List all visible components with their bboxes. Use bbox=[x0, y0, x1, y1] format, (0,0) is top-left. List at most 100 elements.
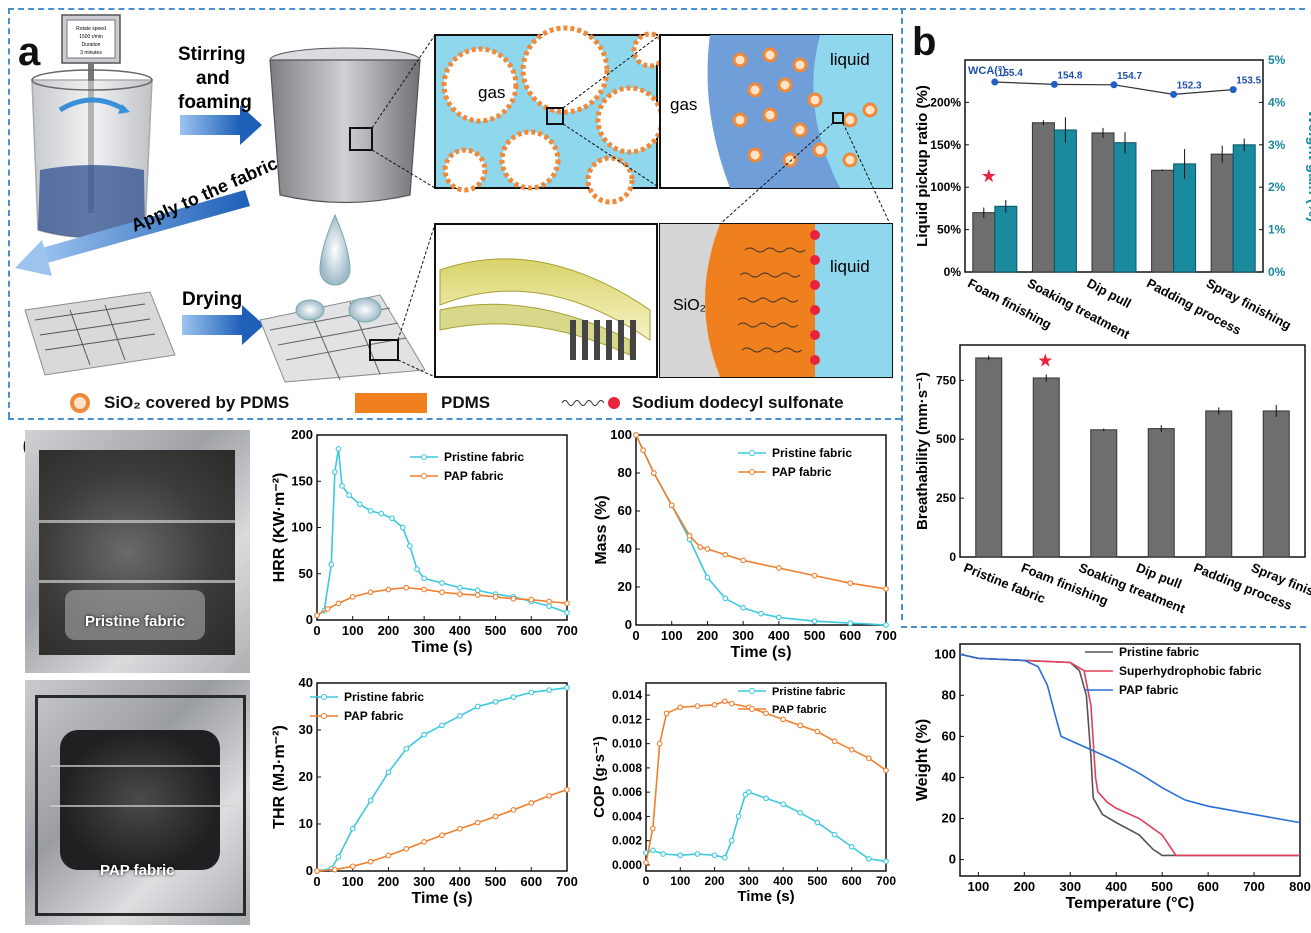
svg-text:1500 r/min: 1500 r/min bbox=[79, 34, 103, 40]
svg-text:gas: gas bbox=[670, 95, 697, 114]
data-point bbox=[564, 600, 570, 607]
y-tick-label: 0.006 bbox=[612, 785, 642, 799]
y-tick-label: 100% bbox=[930, 180, 961, 194]
y-tick-label: 0.008 bbox=[612, 761, 642, 775]
bar-breathability bbox=[975, 357, 1003, 558]
x-tick-label: 700 bbox=[875, 628, 897, 643]
wca-label: 152.3 bbox=[1177, 80, 1202, 91]
bar-liquid-pickup bbox=[1210, 153, 1234, 273]
y-tick-label: 0 bbox=[306, 863, 313, 878]
chart-cop: 0 100 200 300 400 500 600 700 0.000 0.002 0.004 0.0… bbox=[591, 682, 896, 905]
y-tick-label: 20 bbox=[618, 579, 632, 594]
data-point bbox=[847, 620, 854, 626]
y2-tick-label: 3% bbox=[1268, 138, 1286, 152]
x-tick-label: 100 bbox=[661, 628, 683, 643]
y-tick-label: 10 bbox=[299, 816, 313, 831]
x-tick-label: 700 bbox=[556, 874, 578, 889]
foam-cross-section bbox=[434, 25, 669, 205]
data-point bbox=[564, 609, 570, 616]
data-point bbox=[697, 544, 704, 550]
data-point bbox=[776, 614, 782, 621]
data-point bbox=[474, 703, 481, 710]
wca-point bbox=[991, 78, 999, 86]
data-point bbox=[546, 687, 552, 693]
x-axis-label: Temperature (°C) bbox=[1066, 895, 1195, 912]
bar-liquid-pickup bbox=[1091, 132, 1115, 273]
fabric-after bbox=[259, 213, 426, 383]
data-point bbox=[883, 622, 889, 628]
y-axis-label: Liquid pickup ratio (%) bbox=[914, 85, 931, 247]
data-point bbox=[510, 595, 517, 602]
beaker bbox=[31, 69, 153, 239]
star-marker: ★ bbox=[1037, 351, 1053, 371]
data-point bbox=[367, 507, 374, 514]
legend-label: Pristine fabric bbox=[1119, 645, 1199, 659]
x-tick-label: Dip pull bbox=[1085, 275, 1134, 311]
y-tick-label: 20 bbox=[942, 811, 956, 826]
svg-text:SiO₂: SiO₂ bbox=[673, 297, 706, 314]
x-tick-label: 500 bbox=[485, 874, 507, 889]
data-point bbox=[848, 843, 855, 850]
x-tick-label: 200 bbox=[1013, 879, 1035, 894]
y-axis-label: THR (MJ·m⁻²) bbox=[271, 725, 288, 829]
wca-point bbox=[1229, 86, 1237, 94]
data-point bbox=[704, 574, 711, 581]
legend-marker bbox=[749, 469, 755, 475]
bar-breathability bbox=[1262, 410, 1290, 558]
x-tick-label: 400 bbox=[768, 628, 790, 643]
data-point bbox=[421, 839, 427, 845]
legend-label: Pristine fabric bbox=[444, 450, 524, 464]
data-point bbox=[643, 859, 649, 866]
legend-label: PAP fabric bbox=[772, 465, 832, 479]
y-tick-label: 80 bbox=[618, 465, 632, 480]
data-point bbox=[367, 797, 374, 804]
data-point bbox=[728, 700, 735, 707]
x-tick-label: 100 bbox=[342, 623, 364, 638]
series-line bbox=[645, 700, 887, 863]
x-tick-label: 600 bbox=[839, 628, 861, 643]
y-tick-label: 150% bbox=[930, 138, 961, 152]
data-point bbox=[564, 684, 570, 691]
wca-point bbox=[1170, 90, 1178, 98]
panel-letter-b: b bbox=[912, 20, 937, 64]
y2-axis-label: Weight gain (%) bbox=[1305, 110, 1311, 222]
bar-liquid-pickup bbox=[1031, 122, 1055, 273]
panel-a-illustration: Rotate speed 1500 r/min Duration 3 minut… bbox=[15, 14, 893, 383]
data-point bbox=[740, 557, 746, 564]
data-point bbox=[399, 524, 406, 531]
y-tick-label: 250 bbox=[936, 491, 956, 505]
wca-label: 154.7 bbox=[1117, 71, 1142, 82]
data-point bbox=[711, 701, 718, 708]
data-point bbox=[335, 600, 342, 607]
data-point bbox=[811, 618, 818, 625]
legend-label: Pristine fabric bbox=[772, 686, 845, 698]
legend-sds: Sodium dodecyl sulfonate bbox=[560, 393, 844, 413]
legend-label: Pristine fabric bbox=[344, 690, 424, 704]
step1-line2: and bbox=[196, 68, 230, 89]
data-point bbox=[339, 483, 345, 489]
data-point bbox=[474, 819, 481, 826]
y-tick-label: 750 bbox=[936, 373, 956, 387]
svg-text:gas: gas bbox=[478, 83, 505, 102]
pdms-swatch-icon bbox=[355, 393, 427, 413]
bar-weight-gain bbox=[1232, 144, 1256, 273]
data-point bbox=[439, 722, 445, 729]
y-tick-label: 0.002 bbox=[612, 834, 642, 848]
data-point bbox=[633, 432, 639, 438]
x-tick-label: 700 bbox=[1243, 879, 1265, 894]
data-point bbox=[564, 786, 570, 793]
y-tick-label: 30 bbox=[299, 722, 313, 737]
data-point bbox=[811, 572, 818, 579]
data-point bbox=[746, 789, 752, 796]
svg-text:liquid: liquid bbox=[830, 257, 870, 276]
chart-liquid-pickup: 0% 50% 100% 150% 200% 0% 1% 2% 3% 4% 5% Liquid pick… bbox=[914, 53, 1311, 340]
x-tick-label: 0 bbox=[313, 874, 320, 889]
bar-weight-gain bbox=[1113, 142, 1137, 273]
y-axis-label: Breathability (mm·s⁻¹) bbox=[914, 372, 931, 530]
data-point bbox=[831, 738, 838, 745]
data-point bbox=[349, 825, 356, 832]
legend-label: Pristine fabric bbox=[772, 446, 852, 460]
svg-text:Apply to the fabric: Apply to the fabric bbox=[128, 153, 280, 236]
x-tick-label: 600 bbox=[1197, 879, 1219, 894]
svg-text:liquid: liquid bbox=[830, 50, 870, 69]
